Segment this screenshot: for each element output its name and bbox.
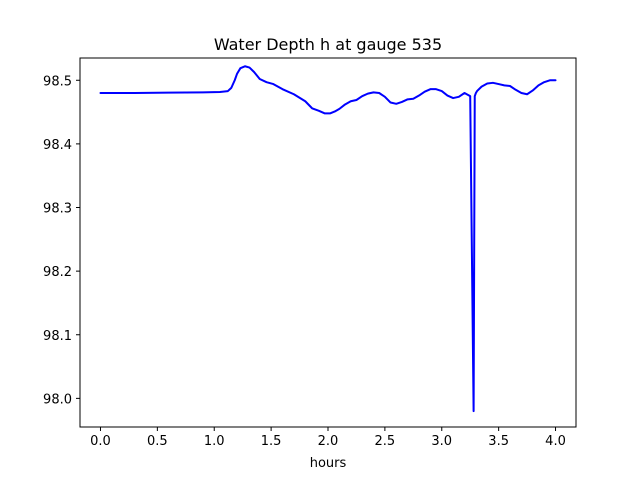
series-line-0 xyxy=(99,65,557,413)
x-tick-label: 3.0 xyxy=(431,434,452,449)
y-tick-label: 98.4 xyxy=(43,138,72,153)
x-tick-label: 0.0 xyxy=(90,434,111,449)
plot-area: 0.0 0.5 1.0 1.5 2.0 2.5 3.0 3.5 4.0 98.0 98.1 98.2 9… xyxy=(43,57,577,449)
y-tick-label: 98.1 xyxy=(43,329,72,344)
y-tick-label: 98.3 xyxy=(43,202,72,217)
x-tick-label: 4.0 xyxy=(545,434,566,449)
y-tick-label: 98.0 xyxy=(43,392,72,407)
x-tick-label: 1.5 xyxy=(261,434,282,449)
y-tick-label: 98.2 xyxy=(43,265,72,280)
x-axis-label: hours xyxy=(310,456,347,471)
x-tick-label: 1.0 xyxy=(204,434,225,449)
y-tick-label: 98.5 xyxy=(43,74,72,89)
x-tick-label: 2.0 xyxy=(318,434,339,449)
chart-title: Water Depth h at gauge 535 xyxy=(214,35,442,54)
x-tick-label: 2.5 xyxy=(375,434,396,449)
x-tick-label: 3.5 xyxy=(488,434,509,449)
x-tick-label: 0.5 xyxy=(147,434,168,449)
